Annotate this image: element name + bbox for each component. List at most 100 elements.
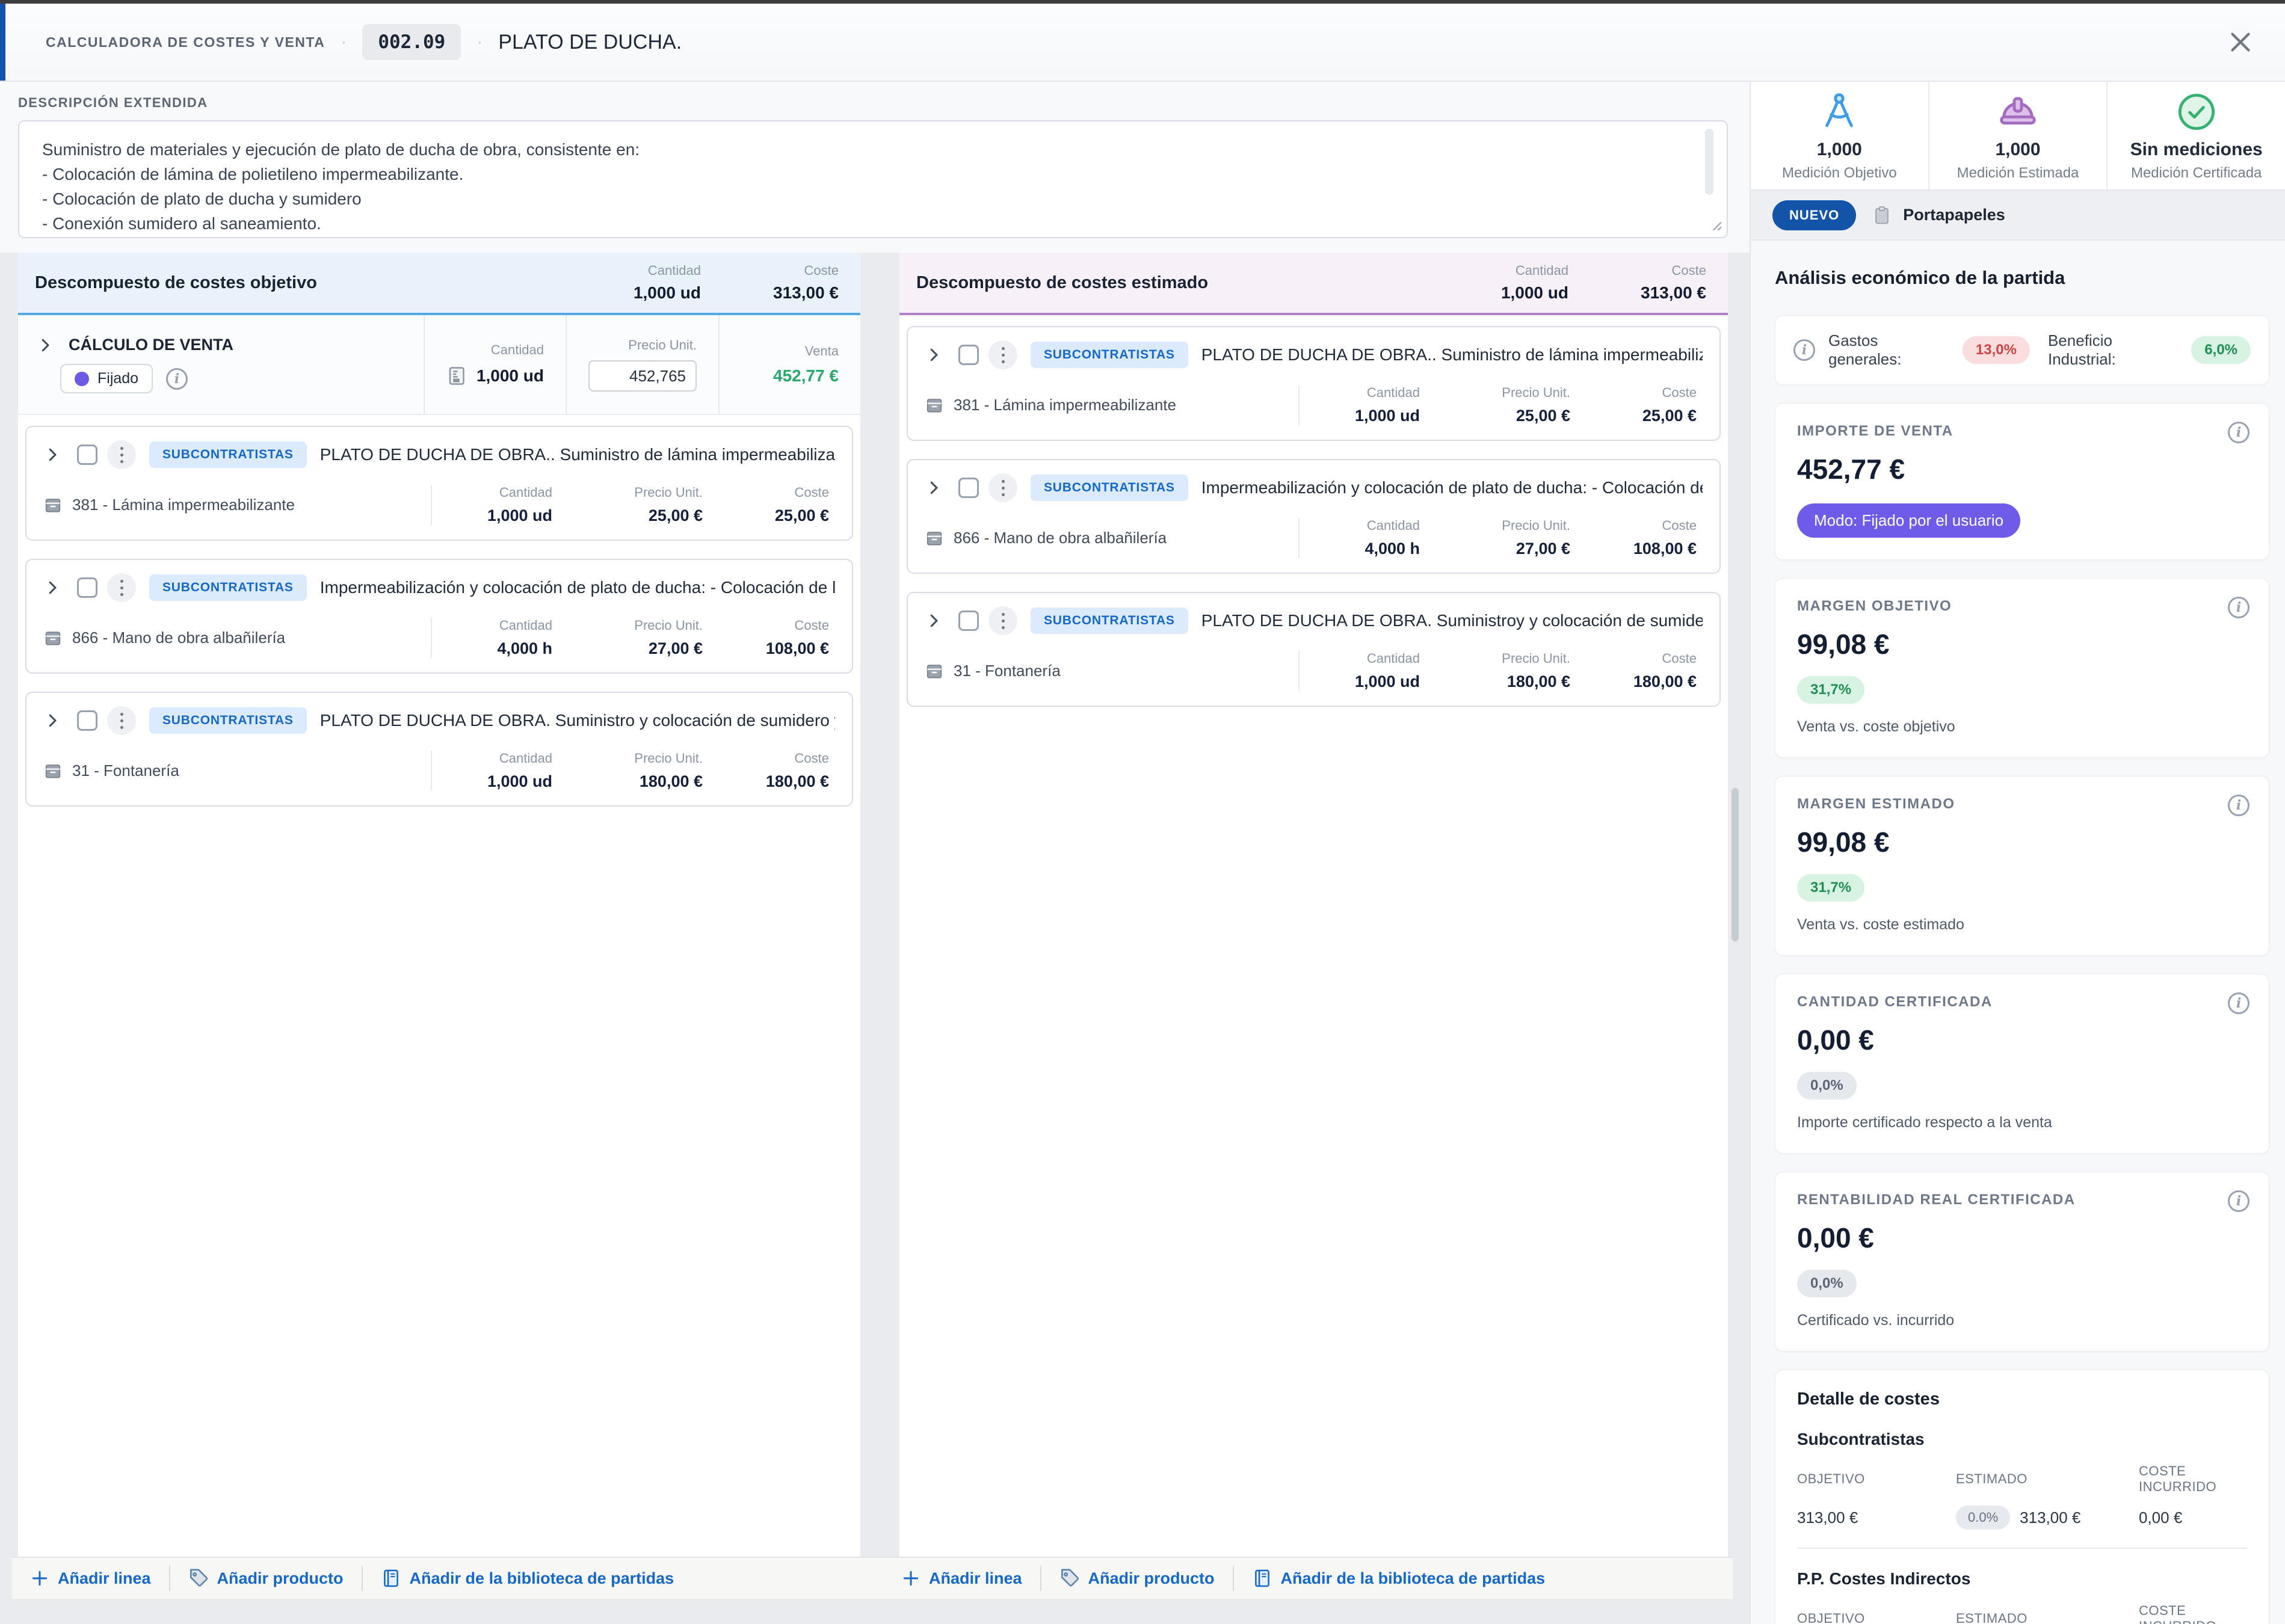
coste-cell: Coste 108,00 € bbox=[1633, 518, 1697, 558]
coste-cell: Coste 25,00 € bbox=[1642, 385, 1697, 425]
footer-actions-bar: Añadir linea Añadir producto Añadir de l… bbox=[12, 1557, 1733, 1600]
cantidad-cell: Cantidad 1,000 ud bbox=[487, 751, 552, 790]
coste-cell: Coste 180,00 € bbox=[765, 751, 829, 790]
resource-name: 31 - Fontanería bbox=[954, 662, 1061, 680]
add-from-library-button[interactable]: Añadir de la biblioteca de partidas bbox=[381, 1568, 674, 1589]
tag-icon bbox=[1059, 1568, 1080, 1589]
clipboard-icon bbox=[1872, 205, 1892, 226]
analysis-sidebar: 1,000 Medición Objetivo 1,000 Medición E… bbox=[1750, 82, 2285, 1624]
row-checkbox[interactable] bbox=[958, 478, 979, 498]
info-icon[interactable] bbox=[166, 368, 188, 390]
objetivo-cantidad-block: Cantidad 1,000 ud bbox=[634, 263, 701, 303]
kebab-menu-icon[interactable] bbox=[107, 573, 136, 602]
cantidad-label: Cantidad bbox=[647, 263, 701, 278]
add-product-button[interactable]: Añadir producto bbox=[188, 1568, 344, 1589]
add-from-library-button[interactable]: Añadir de la biblioteca de partidas bbox=[1252, 1568, 1545, 1589]
info-icon[interactable] bbox=[2228, 992, 2250, 1014]
subcontratistas-incurrido: 0,00 € bbox=[2139, 1508, 2183, 1527]
category-badge: SUBCONTRATISTAS bbox=[149, 707, 307, 734]
subcontratistas-objetivo: 313,00 € bbox=[1797, 1508, 1858, 1527]
precio-cell: Precio Unit. 180,00 € bbox=[1502, 651, 1570, 691]
line-title: PLATO DE DUCHA DE OBRA.. Suministro de l… bbox=[319, 445, 835, 464]
info-icon[interactable] bbox=[2228, 597, 2250, 618]
textarea-scrollbar[interactable] bbox=[1705, 129, 1713, 195]
kebab-menu-icon[interactable] bbox=[988, 473, 1017, 502]
importe-venta-value: 452,77 € bbox=[1797, 454, 1905, 485]
expand-chevron-icon[interactable] bbox=[925, 479, 943, 497]
margen-objetivo-percent: 31,7% bbox=[1797, 676, 1865, 704]
cost-line-card: SUBCONTRATISTAS PLATO DE DUCHA DE OBRA. … bbox=[25, 692, 853, 807]
row-checkbox[interactable] bbox=[77, 444, 97, 465]
row-checkbox[interactable] bbox=[77, 710, 97, 731]
kebab-menu-icon[interactable] bbox=[107, 706, 136, 735]
description-textarea[interactable]: Suministro de materiales y ejecución de … bbox=[18, 120, 1728, 238]
coste-value: 313,00 € bbox=[773, 283, 839, 302]
info-icon[interactable] bbox=[2228, 795, 2250, 816]
breadcrumb-label: CALCULADORA DE COSTES Y VENTA bbox=[46, 34, 325, 50]
kebab-menu-icon[interactable] bbox=[988, 340, 1017, 369]
margen-objetivo-card: MARGEN OBJETIVO 99,08 € 31,7% Venta vs. … bbox=[1775, 578, 2269, 758]
add-line-button[interactable]: Añadir linea bbox=[901, 1569, 1022, 1588]
add-product-button[interactable]: Añadir producto bbox=[1059, 1568, 1215, 1589]
window-top-strip bbox=[0, 0, 2285, 4]
cost-line-card: SUBCONTRATISTAS Impermeabilización y col… bbox=[25, 559, 853, 674]
cantidad-value: 1,000 ud bbox=[633, 283, 701, 302]
expand-chevron-icon[interactable] bbox=[36, 336, 54, 354]
cantidad-cell: Cantidad 1,000 ud bbox=[487, 485, 552, 524]
add-line-button[interactable]: Añadir linea bbox=[30, 1569, 151, 1588]
close-button[interactable] bbox=[2221, 23, 2260, 61]
precio-cell: Precio Unit. 25,00 € bbox=[1502, 385, 1570, 425]
clipboard-bar[interactable]: NUEVO Portapapeles bbox=[1751, 191, 2285, 241]
venta-label: Venta bbox=[804, 343, 839, 358]
row-checkbox[interactable] bbox=[958, 345, 979, 365]
line-title: PLATO DE DUCHA DE OBRA. Suministroy y co… bbox=[1201, 611, 1703, 630]
cantidad-value: 1,000 ud bbox=[1500, 283, 1568, 302]
margen-estimado-percent: 31,7% bbox=[1797, 874, 1865, 902]
medicion-objetivo-label: Medición Objetivo bbox=[1781, 164, 1897, 181]
subcontratistas-section-title: Subcontratistas bbox=[1797, 1430, 1925, 1448]
category-badge: SUBCONTRATISTAS bbox=[1031, 607, 1188, 634]
analysis-title: Análisis económico de la partida bbox=[1775, 267, 2065, 288]
expand-chevron-icon[interactable] bbox=[925, 612, 943, 630]
hardhat-icon bbox=[1996, 90, 2040, 134]
info-icon[interactable] bbox=[1793, 339, 1815, 361]
calc-precio-cell: Precio Unit. bbox=[566, 315, 718, 414]
measurement-icon[interactable] bbox=[446, 365, 468, 387]
medicion-certificada-label: Medición Certificada bbox=[2130, 164, 2262, 181]
separator-dot: · bbox=[341, 32, 347, 52]
resize-handle-icon[interactable] bbox=[1707, 217, 1723, 232]
expand-chevron-icon[interactable] bbox=[43, 446, 61, 464]
pp-costes-indirectos-title: P.P. Costes Indirectos bbox=[1797, 1569, 1971, 1588]
margen-estimado-value: 99,08 € bbox=[1797, 826, 1890, 858]
category-badge: SUBCONTRATISTAS bbox=[1031, 475, 1188, 501]
vertical-scrollbar[interactable] bbox=[1731, 788, 1739, 941]
main-area: Descompuesto de costes objetivo Cantidad… bbox=[0, 253, 1750, 1624]
subcontratistas-estimado-pct: 0.0% bbox=[1956, 1506, 2011, 1530]
row-checkbox[interactable] bbox=[77, 577, 97, 598]
expand-chevron-icon[interactable] bbox=[43, 579, 61, 597]
rentabilidad-certificada-value: 0,00 € bbox=[1797, 1222, 1874, 1253]
incurrido-col-label: COSTE INCURRIDO bbox=[2139, 1463, 2217, 1494]
estimado-header: Descompuesto de costes estimado Cantidad… bbox=[899, 253, 1728, 315]
importe-venta-label: IMPORTE DE VENTA bbox=[1797, 423, 1954, 439]
margen-objetivo-value: 99,08 € bbox=[1797, 629, 1890, 660]
expand-chevron-icon[interactable] bbox=[43, 712, 61, 730]
precio-unit-input[interactable] bbox=[588, 360, 697, 392]
info-icon[interactable] bbox=[2228, 1190, 2250, 1212]
kebab-menu-icon[interactable] bbox=[107, 440, 136, 469]
rentabilidad-certificada-card: RENTABILIDAD REAL CERTIFICADA 0,00 € 0,0… bbox=[1775, 1172, 2269, 1352]
separator-dot: · bbox=[476, 32, 483, 52]
category-badge: SUBCONTRATISTAS bbox=[149, 441, 307, 468]
medicion-estimada-card: 1,000 Medición Estimada bbox=[1929, 82, 2108, 189]
mode-fijado-button[interactable]: Fijado bbox=[60, 364, 153, 393]
close-icon bbox=[2227, 28, 2254, 56]
margen-objetivo-caption: Venta vs. coste objetivo bbox=[1797, 718, 1955, 735]
row-checkbox[interactable] bbox=[958, 611, 979, 631]
expand-chevron-icon[interactable] bbox=[925, 346, 943, 364]
info-icon[interactable] bbox=[2228, 422, 2250, 443]
cantidad-cell: Cantidad 1,000 ud bbox=[1354, 651, 1420, 691]
cantidad-certificada-caption: Importe certificado respecto a la venta bbox=[1797, 1114, 2052, 1131]
resource-name: 866 - Mano de obra albañilería bbox=[72, 629, 286, 647]
calc-cantidad-value: 1,000 ud bbox=[476, 366, 544, 385]
kebab-menu-icon[interactable] bbox=[988, 606, 1017, 635]
